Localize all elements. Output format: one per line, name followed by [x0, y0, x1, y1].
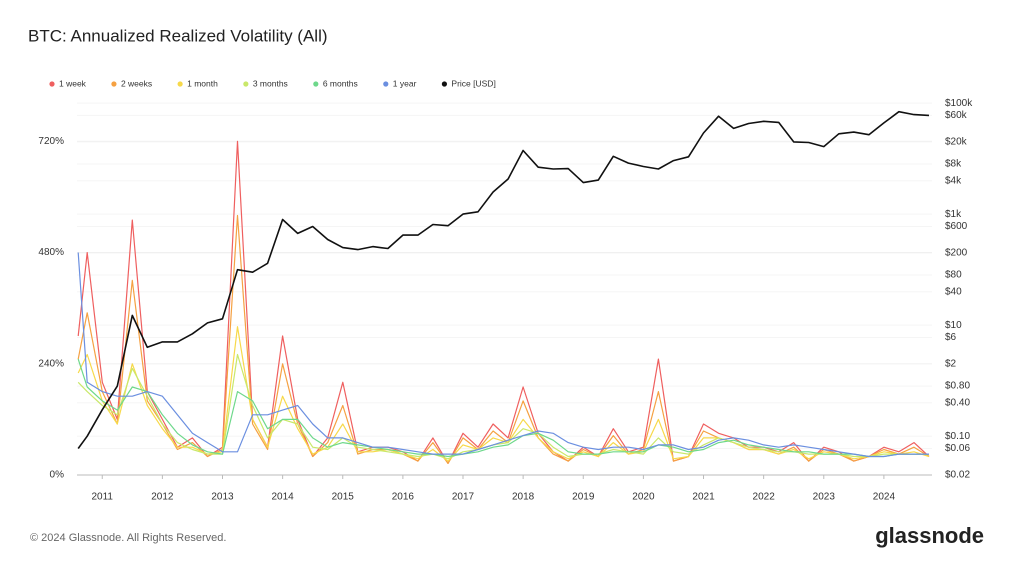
y2-tick-label: $0.10: [945, 431, 970, 442]
y2-tick-label: $40: [945, 286, 962, 297]
legend-swatch: [441, 81, 448, 87]
y-tick-label: 720%: [38, 136, 64, 147]
x-tick-label: 2020: [632, 492, 655, 503]
x-tick-label: 2011: [91, 492, 113, 503]
y2-tick-label: $8k: [945, 159, 962, 170]
legend-swatch: [313, 81, 319, 87]
y2-tick-label: $600: [945, 221, 968, 232]
y2-tick-label: $0.80: [945, 381, 970, 392]
x-tick-label: 2012: [151, 492, 174, 503]
y2-tick-label: $4k: [945, 175, 962, 186]
series-line: [77, 358, 929, 458]
y2-tick-label: $6: [945, 332, 957, 343]
x-tick-label: 2024: [873, 492, 896, 503]
series-line: [77, 252, 929, 458]
x-tick-label: 2021: [692, 492, 715, 503]
x-tick-label: 2023: [813, 492, 836, 503]
x-tick-label: 2016: [392, 492, 415, 503]
legend-label: 1 year: [393, 78, 417, 88]
legend-label: 2 weeks: [121, 78, 152, 88]
x-tick-label: 2022: [753, 492, 776, 503]
legend-label: 6 months: [323, 78, 358, 88]
legend-label: 3 months: [253, 78, 288, 88]
brand-logo: glassnode: [875, 523, 984, 548]
series-line: [77, 140, 930, 464]
legend-label: Price [USD]: [451, 78, 495, 88]
y2-tick-label: $80: [945, 270, 962, 281]
y-tick-label: 0%: [50, 470, 65, 481]
y2-tick-label: $0.40: [945, 397, 970, 408]
legend-swatch: [383, 81, 389, 87]
y2-tick-label: $20k: [945, 137, 968, 148]
x-tick-label: 2017: [452, 492, 475, 503]
y2-tick-label: $1k: [945, 209, 962, 220]
y2-tick-label: $0.06: [945, 443, 970, 454]
legend-label: 1 month: [187, 78, 218, 88]
series-line: [77, 353, 929, 460]
y2-tick-label: $60k: [945, 110, 968, 121]
series-line: [77, 110, 930, 449]
y2-tick-label: $200: [945, 248, 968, 259]
x-tick-label: 2014: [272, 492, 295, 503]
y2-tick-label: $2: [945, 359, 957, 370]
chart-title: BTC: Annualized Realized Volatility (All…: [28, 26, 328, 45]
legend-label: 1 week: [59, 78, 87, 88]
legend-swatch: [111, 81, 117, 87]
x-tick-label: 2015: [332, 492, 355, 503]
legend-swatch: [243, 81, 249, 87]
y-tick-label: 480%: [38, 247, 64, 258]
x-tick-label: 2018: [512, 492, 535, 503]
y2-tick-label: $10: [945, 320, 962, 331]
footer: © 2024 Glassnode. All Rights Reserved.: [30, 532, 226, 544]
legend: 1 week 2 weeks 1 month 3 months 6 months 1 ye…: [49, 78, 496, 88]
legend-swatch: [177, 81, 183, 87]
legend-swatch: [49, 81, 55, 87]
y-tick-label: 240%: [38, 358, 64, 369]
y2-tick-label: $100k: [945, 98, 973, 109]
x-tick-label: 2019: [572, 492, 595, 503]
y2-tick-label: $0.02: [945, 470, 970, 481]
x-tick-label: 2013: [211, 492, 234, 503]
